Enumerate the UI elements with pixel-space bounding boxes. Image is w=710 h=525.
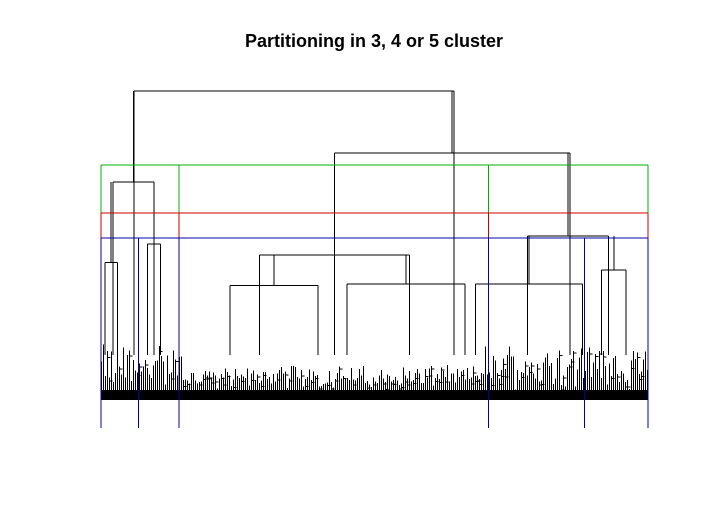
leaf-mass bbox=[101, 390, 648, 400]
dendrogram-branches bbox=[104, 90, 627, 355]
leaf-branches bbox=[101, 344, 648, 400]
cluster-cut-boxes bbox=[100, 164, 649, 428]
chart-title: Partitioning in 3, 4 or 5 cluster bbox=[245, 31, 503, 51]
